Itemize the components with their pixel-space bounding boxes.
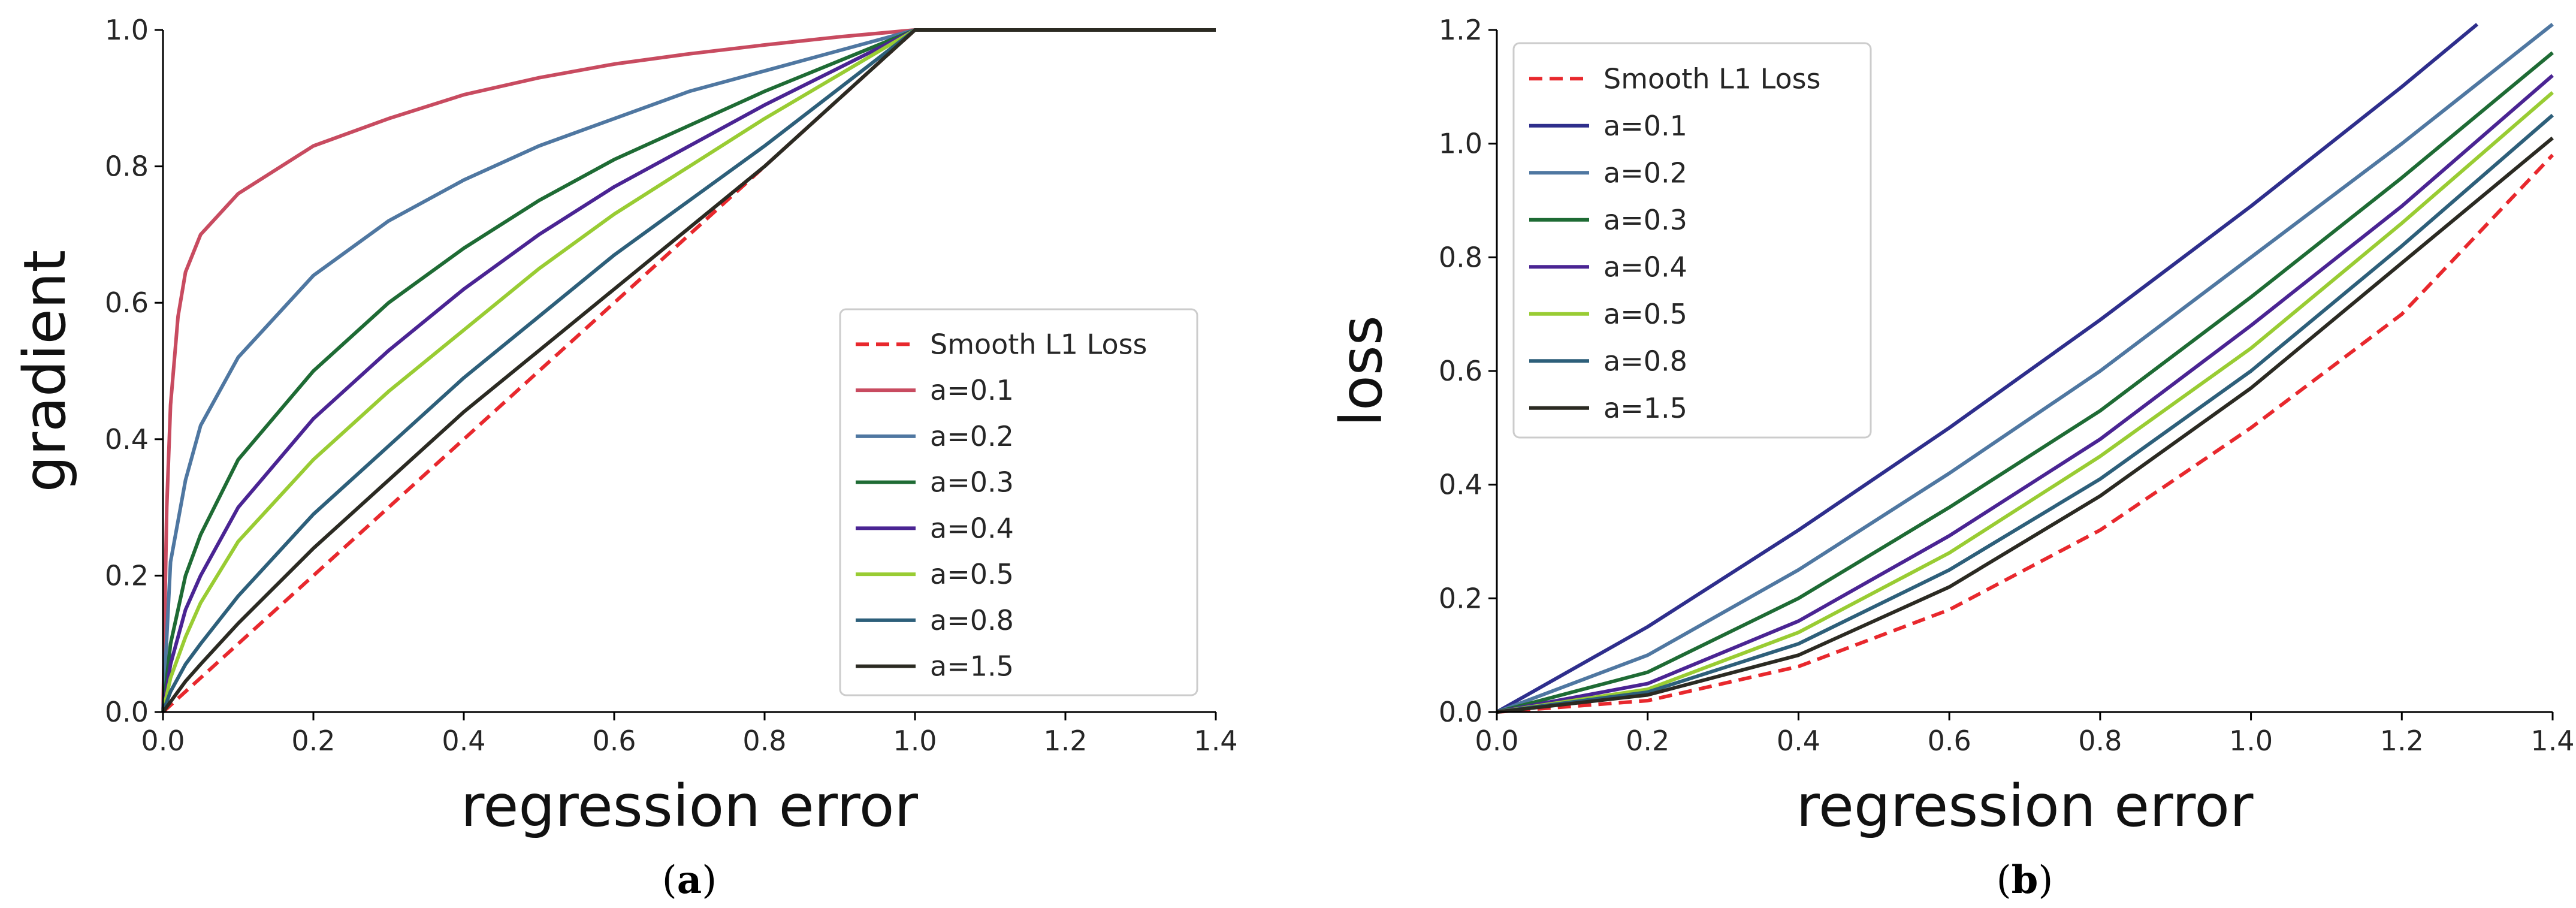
y-axis-title: loss <box>1328 315 1395 426</box>
legend-frame <box>1512 42 1872 439</box>
series-line-a-0-8 <box>1496 113 2554 714</box>
x-tick-label: 1.2 <box>1043 725 1087 757</box>
y-axis-title: gradient <box>11 250 78 492</box>
legend-label: a=0.8 <box>930 604 1014 636</box>
series-line-a-0-3 <box>1496 51 2554 714</box>
x-tick-label: 0.4 <box>442 725 485 757</box>
legend-label: a=0.8 <box>1603 345 1687 377</box>
legend-frame <box>839 308 1198 696</box>
x-axis-title: regression error <box>1796 773 2254 840</box>
legend-label: a=0.5 <box>1603 298 1687 330</box>
x-tick-label: 1.4 <box>1194 725 1237 757</box>
x-tick-label: 0.8 <box>2078 725 2122 757</box>
x-tick-label: 1.0 <box>893 725 937 757</box>
legend-label: a=1.5 <box>930 650 1014 683</box>
x-tick-label: 0.6 <box>592 725 636 757</box>
y-tick-label: 0.8 <box>105 150 149 183</box>
legend-label: a=0.4 <box>1603 251 1687 283</box>
y-tick-label: 0.6 <box>105 286 149 319</box>
legend-label: a=0.1 <box>930 374 1014 406</box>
legend-label: a=0.2 <box>1603 156 1687 189</box>
series-line-a-0-2 <box>1496 23 2554 714</box>
x-tick-label: 0.0 <box>141 725 185 757</box>
legend-label: Smooth L1 Loss <box>1603 62 1821 95</box>
legend-label: a=0.2 <box>930 420 1014 453</box>
legend-label: Smooth L1 Loss <box>930 328 1147 360</box>
x-tick-label: 0.0 <box>1475 725 1518 757</box>
y-tick-label: 1.2 <box>1439 14 1482 46</box>
y-tick-label: 1.0 <box>105 14 149 46</box>
legend-label: a=0.3 <box>930 466 1014 499</box>
legend-label: a=0.4 <box>930 512 1014 544</box>
series-line-a-0-4 <box>1496 74 2554 714</box>
legend: Smooth L1 Loss a=0.1 a=0.2 a=0.3 a=0.4 a=0.5 a… <box>839 308 1198 696</box>
series-line-a-0-5 <box>1496 91 2554 714</box>
y-tick-label: 0.4 <box>105 423 149 455</box>
y-tick-label: 0.4 <box>1439 469 1482 501</box>
y-tick-label: 0.2 <box>1439 582 1482 614</box>
x-tick-label: 1.0 <box>2229 725 2273 757</box>
series-line-smooth-l1-loss <box>1496 153 2554 714</box>
series-line-a-0-8 <box>161 28 1216 713</box>
y-tick-label: 0.6 <box>1439 355 1482 387</box>
x-tick-label: 0.2 <box>291 725 335 757</box>
x-tick-label: 1.4 <box>2530 725 2574 757</box>
series-line-a-0-4 <box>161 28 1216 713</box>
panel-b: 0.0 0.2 0.4 0.6 0.8 1.0 1.2 1.4 0.0 0.2 0.4 0.6 0.8 1… <box>1328 14 2575 903</box>
series-line-a-1-5 <box>161 28 1216 713</box>
legend-label: a=0.3 <box>1603 204 1687 236</box>
series-line-a-0-5 <box>161 28 1216 713</box>
x-tick-label: 0.6 <box>1928 725 1971 757</box>
y-tick-label: 1.0 <box>1439 128 1482 160</box>
x-tick-label: 0.4 <box>1777 725 1820 757</box>
x-axis-title: regression error <box>461 773 919 840</box>
y-tick-label: 0.8 <box>1439 241 1482 273</box>
legend-label: a=0.5 <box>930 558 1014 590</box>
legend-label: a=1.5 <box>1603 392 1687 424</box>
x-tick-label: 0.8 <box>742 725 786 757</box>
series-line-a-0-2 <box>161 28 1216 713</box>
x-tick-label: 1.2 <box>2380 725 2424 757</box>
series-line-a-0-3 <box>161 28 1216 713</box>
panel-a: 0.0 0.2 0.4 0.6 0.8 1.0 1.2 1.4 0.0 0.2 0.4 0.6 0.8 1… <box>11 14 1238 903</box>
y-tick-label: 0.0 <box>105 696 149 728</box>
series-line-a-0-1 <box>1496 23 2479 714</box>
panel-label: (b) <box>1997 858 2053 903</box>
legend: Smooth L1 Loss a=0.1 a=0.2 a=0.3 a=0.4 a=0.5 a… <box>1512 42 1872 439</box>
series-line-a-0-1 <box>161 28 1216 713</box>
panel-label: (a) <box>662 858 717 903</box>
x-tick-label: 0.2 <box>1626 725 1669 757</box>
series-line-a-1-5 <box>1496 136 2554 714</box>
series-line-smooth-l1-loss <box>161 28 1216 714</box>
legend-label: a=0.1 <box>1603 110 1687 142</box>
y-tick-label: 0.0 <box>1439 696 1482 728</box>
y-tick-label: 0.2 <box>105 559 149 592</box>
